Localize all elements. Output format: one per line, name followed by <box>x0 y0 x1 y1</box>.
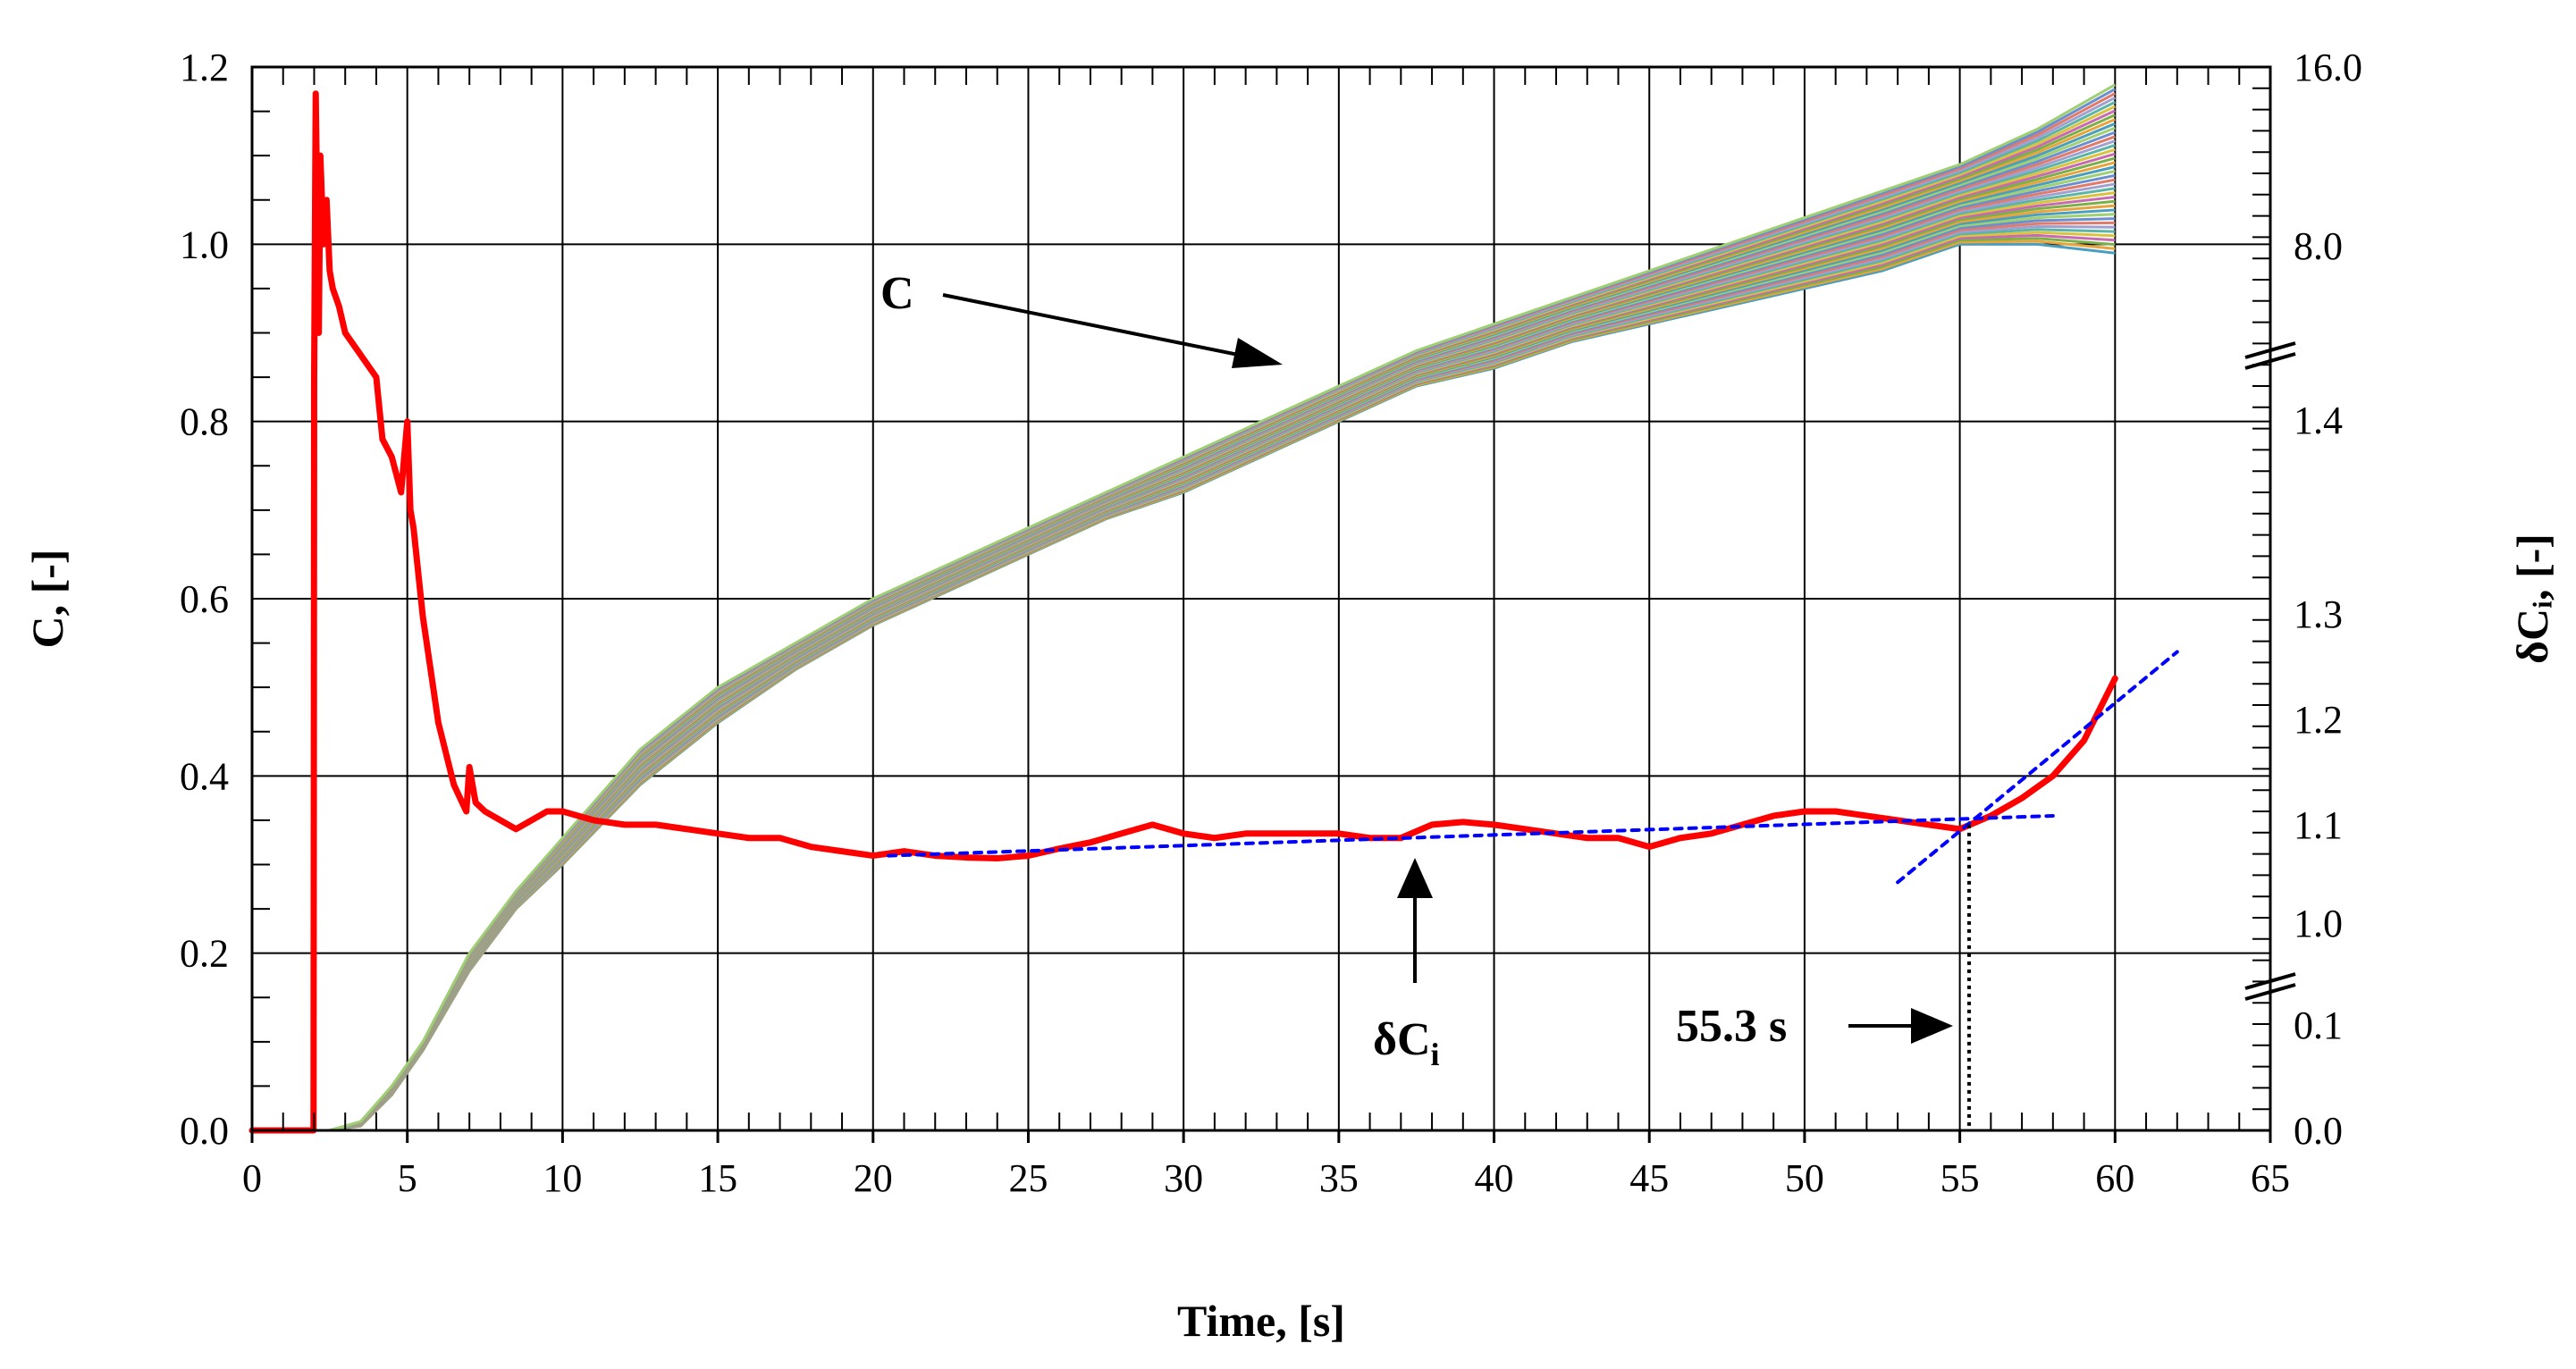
trend-line <box>887 813 2055 858</box>
time-label: 55.3 s <box>1676 1001 1787 1052</box>
y-right-tick-label: 1.3 <box>2294 592 2343 636</box>
c-arrow-shaft <box>942 293 1252 359</box>
x-tick-label: 20 <box>854 1156 893 1200</box>
y-left-tick-label: 1.0 <box>180 223 229 266</box>
x-tick-label: 60 <box>2095 1156 2134 1200</box>
series-group <box>248 90 2118 1134</box>
y-left-axis-title: C, [-] <box>22 549 72 648</box>
x-tick-label: 15 <box>698 1156 737 1200</box>
delta-ci-label-sub: i <box>1431 1037 1440 1072</box>
c-ensemble-line <box>329 83 2117 1132</box>
axis-layer: 0 5 10 15 20 25 30 35 40 45 50 55 60 650.00.20.40.60.… <box>22 46 2557 1346</box>
x-tick-label: 25 <box>1008 1156 1048 1200</box>
y-right-axis-title: δCᵢ, [-] <box>2507 533 2557 664</box>
axis-break-mark <box>2244 983 2296 1001</box>
x-axis-title: Time, [s] <box>1177 1296 1345 1346</box>
axis-break-mark <box>2244 341 2296 359</box>
delta-ci-label: δCi <box>1373 1014 1440 1072</box>
y-left-tick-label: 1.2 <box>180 46 229 89</box>
x-tick-label: 35 <box>1319 1156 1359 1200</box>
plot-frame <box>250 65 2272 1132</box>
y-left-tick-label: 0.8 <box>180 400 229 444</box>
axis-break-mark <box>2244 972 2296 990</box>
y-right-tick-label: 1.4 <box>2294 399 2343 442</box>
y-right-tick-label: 1.2 <box>2294 698 2343 742</box>
y-left-tick-label: 0.0 <box>180 1109 229 1153</box>
y-right-tick-label: 16.0 <box>2294 46 2362 89</box>
trend-line <box>1896 650 2179 885</box>
y-left-tick-label: 0.6 <box>180 577 229 621</box>
x-tick-label: 45 <box>1629 1156 1669 1200</box>
y-right-tick-label: 8.0 <box>2294 224 2343 268</box>
time-arrow-head <box>1911 1008 1953 1044</box>
delta-ci-label-main: δC <box>1373 1014 1431 1065</box>
x-tick-label: 50 <box>1785 1156 1824 1200</box>
axis-break-mark <box>2244 352 2296 370</box>
y-left-tick-label: 0.2 <box>180 932 229 976</box>
x-tick-label: 40 <box>1475 1156 1514 1200</box>
y-left-tick-label: 0.4 <box>180 754 229 798</box>
series-group <box>887 813 2055 858</box>
series-group <box>1896 650 2179 885</box>
c-label: C <box>880 268 914 319</box>
c-ensemble-band <box>329 83 2117 1132</box>
y-right-tick-label: 0.0 <box>2294 1109 2343 1153</box>
x-tick-label: 65 <box>2251 1156 2290 1200</box>
x-tick-label: 55 <box>1940 1156 1980 1200</box>
x-tick-label: 0 <box>242 1156 262 1200</box>
x-tick-label: 10 <box>543 1156 582 1200</box>
x-tick-label: 5 <box>398 1156 417 1200</box>
y-right-tick-label: 1.0 <box>2294 902 2343 945</box>
delta-ci-line <box>248 90 2118 1134</box>
x-tick-label: 30 <box>1164 1156 1203 1200</box>
c-arrow-head <box>1232 338 1283 368</box>
delta-arrow-head <box>1397 858 1433 898</box>
y-right-tick-label: 1.1 <box>2294 803 2343 847</box>
y-right-tick-label: 0.1 <box>2294 1004 2343 1047</box>
series-layer <box>248 83 2179 1134</box>
